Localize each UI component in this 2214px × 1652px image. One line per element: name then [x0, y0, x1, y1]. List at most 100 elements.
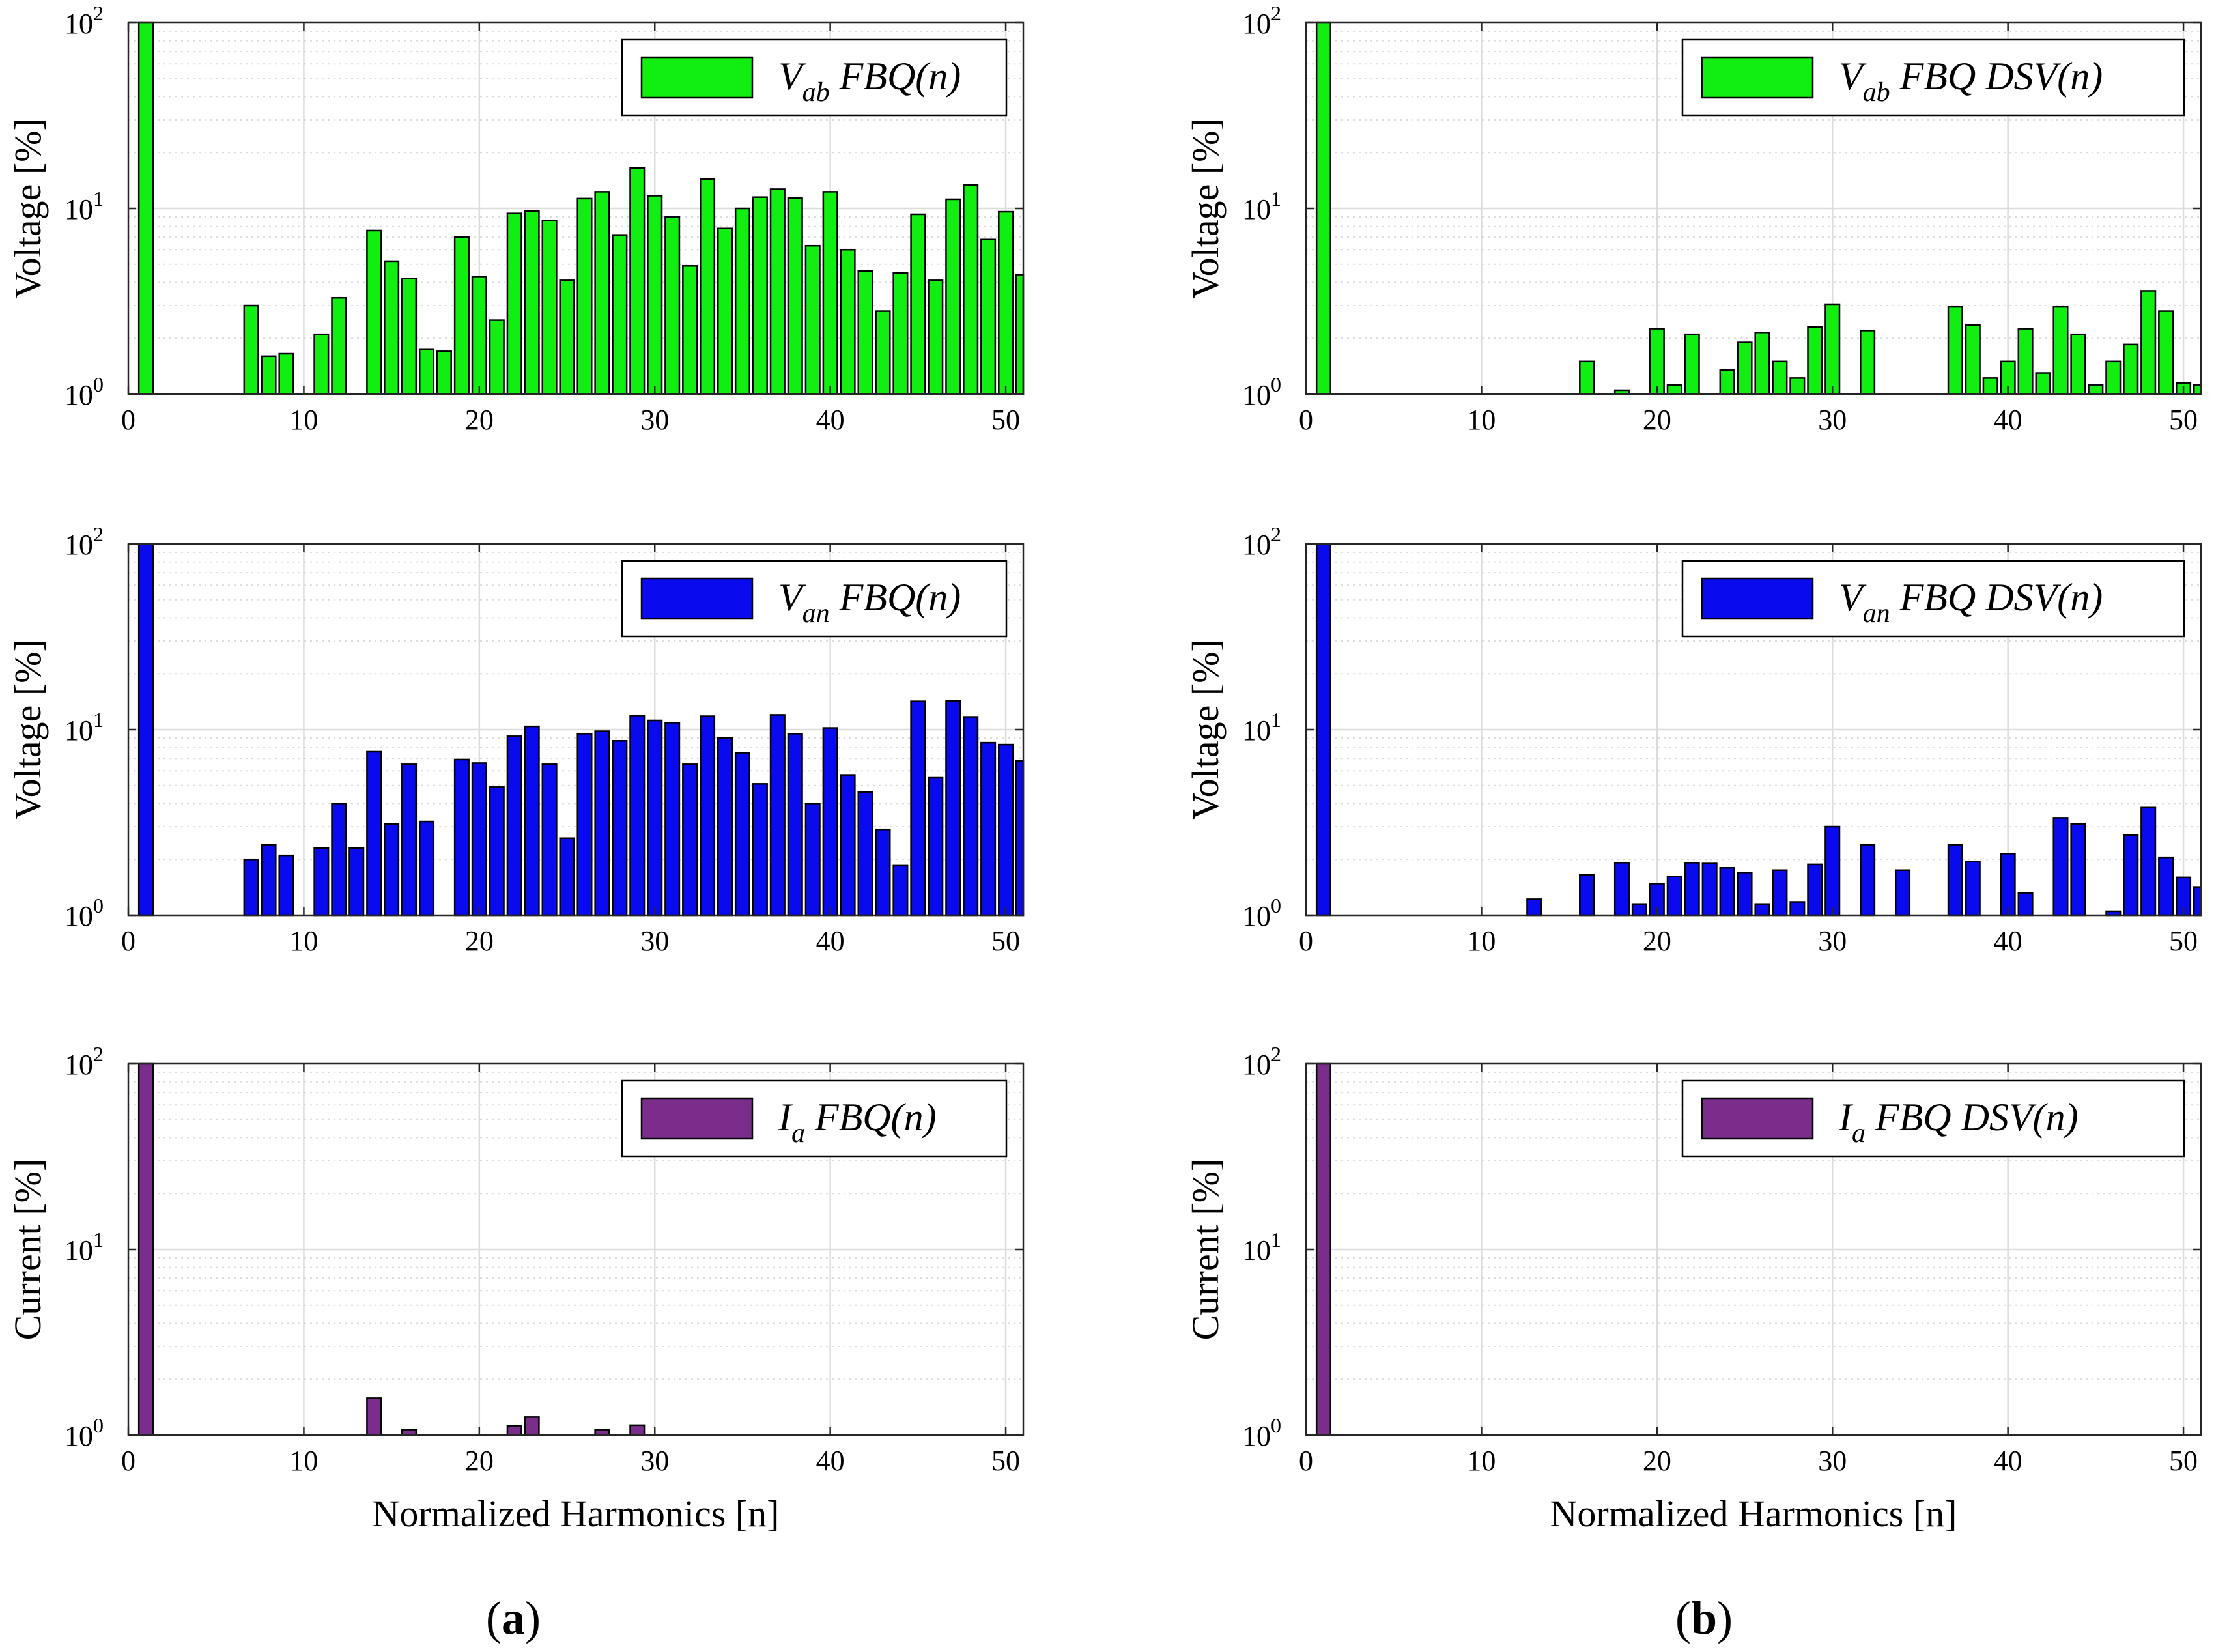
bar-h20 — [471, 762, 487, 917]
bar-h12 — [331, 803, 347, 917]
y-tick-base: 10 — [64, 379, 93, 411]
bar-h27 — [1772, 869, 1788, 917]
bar-h32 — [682, 265, 698, 395]
legend-swatch — [1701, 1097, 1814, 1140]
bar-h39 — [804, 244, 821, 395]
bar-h34 — [717, 737, 733, 917]
bar-h32 — [1860, 330, 1876, 395]
bar-h41 — [840, 774, 856, 917]
bar-h7 — [243, 304, 259, 395]
x-tick-label: 10 — [289, 404, 318, 436]
legend-close: ) — [946, 576, 961, 619]
x-tick-label: 20 — [465, 404, 494, 436]
bar-h23 — [524, 1416, 540, 1436]
bar-h47 — [945, 198, 961, 395]
bar-h46 — [928, 776, 944, 917]
bar-h48 — [963, 184, 979, 395]
bar-h16 — [1579, 360, 1595, 395]
bar-h43 — [875, 310, 891, 395]
x-axis-label: Normalized Harmonics [n] — [1550, 1492, 1957, 1535]
legend: Vab FBQ(n) — [621, 38, 1008, 117]
legend-text: FBQ( — [830, 576, 931, 619]
bar-h21 — [1666, 876, 1682, 917]
bar-h31 — [664, 216, 681, 395]
bar-h36 — [752, 783, 768, 917]
bar-h47 — [945, 700, 961, 917]
bar-h38 — [787, 197, 803, 395]
bar-h51 — [1015, 274, 1025, 395]
bar-h26 — [1754, 332, 1770, 395]
x-tick-label: 50 — [991, 925, 1020, 957]
y-tick-label: 102 — [64, 522, 104, 561]
x-tick-label: 50 — [2169, 404, 2198, 436]
x-tick-label: 30 — [640, 925, 669, 957]
bar-h32 — [1860, 844, 1876, 917]
x-tick-label: 40 — [816, 404, 845, 436]
x-tick-label: 20 — [1643, 404, 1671, 436]
bar-h36 — [752, 196, 768, 395]
y-tick-label: 102 — [1242, 1042, 1281, 1081]
bar-h42 — [857, 791, 873, 917]
legend-text: FBQ DSV( — [1890, 576, 2073, 619]
bar-h26 — [576, 197, 593, 395]
y-tick-label: 102 — [1242, 522, 1281, 561]
x-tick-label: 50 — [2169, 925, 2198, 957]
bar-h26 — [576, 733, 593, 917]
x-tick-label: 50 — [991, 1445, 1020, 1477]
bar-h40 — [2000, 853, 2016, 917]
bar-h34 — [717, 227, 733, 395]
y-tick-exp: 2 — [1271, 1, 1281, 25]
y-tick-base: 10 — [1242, 193, 1271, 225]
bar-h51 — [2193, 384, 2202, 395]
legend: Ia FBQ(n) — [621, 1079, 1008, 1158]
x-tick-label: 30 — [640, 1445, 669, 1477]
bar-h44 — [2070, 823, 2086, 917]
bar-h1 — [137, 543, 154, 917]
bar-h24 — [541, 220, 558, 395]
bar-h34 — [1894, 869, 1911, 917]
svg-text:(b): (b) — [1675, 1592, 1733, 1644]
bar-h31 — [664, 722, 681, 917]
bar-h45 — [2088, 384, 2104, 395]
x-tick-label: 40 — [816, 925, 845, 957]
x-tick-label: 20 — [465, 1445, 494, 1477]
bar-h22 — [1684, 333, 1700, 395]
bar-h23 — [524, 210, 540, 395]
bar-h11 — [313, 333, 330, 395]
bar-h20 — [1649, 328, 1665, 395]
bar-h13 — [1526, 898, 1542, 917]
x-tick-label: 10 — [1467, 925, 1496, 957]
bar-h9 — [278, 352, 294, 395]
bar-h38 — [1965, 324, 1981, 395]
bar-h19 — [453, 758, 470, 917]
bar-h42 — [2035, 372, 2051, 395]
bar-h22 — [506, 735, 522, 917]
bar-h37 — [1947, 306, 1963, 395]
x-tick-label: 40 — [816, 1445, 845, 1477]
legend-subscript: a — [791, 1118, 805, 1148]
legend-swatch — [640, 1097, 754, 1140]
bar-h44 — [2070, 333, 2086, 395]
y-tick-label: 100 — [1242, 894, 1281, 932]
caption-a: (a) — [486, 1592, 541, 1644]
y-tick-exp: 0 — [93, 373, 104, 396]
bar-h24 — [1719, 866, 1735, 917]
bar-h18 — [436, 350, 452, 395]
legend-symbol: V — [778, 55, 806, 98]
legend-symbol: I — [778, 1096, 793, 1139]
bar-h30 — [647, 195, 663, 395]
y-tick-label: 100 — [1242, 373, 1281, 411]
bar-h30 — [1824, 303, 1841, 395]
y-tick-label: 100 — [64, 373, 104, 411]
bar-h45 — [910, 700, 926, 917]
y-axis-label: Voltage [%] — [7, 118, 49, 299]
y-tick-base: 10 — [1242, 1234, 1271, 1266]
bar-h49 — [2158, 310, 2174, 395]
y-tick-exp: 2 — [93, 1042, 104, 1066]
bar-h27 — [594, 1429, 610, 1436]
bar-h7 — [243, 858, 259, 917]
bar-h20 — [471, 276, 487, 395]
